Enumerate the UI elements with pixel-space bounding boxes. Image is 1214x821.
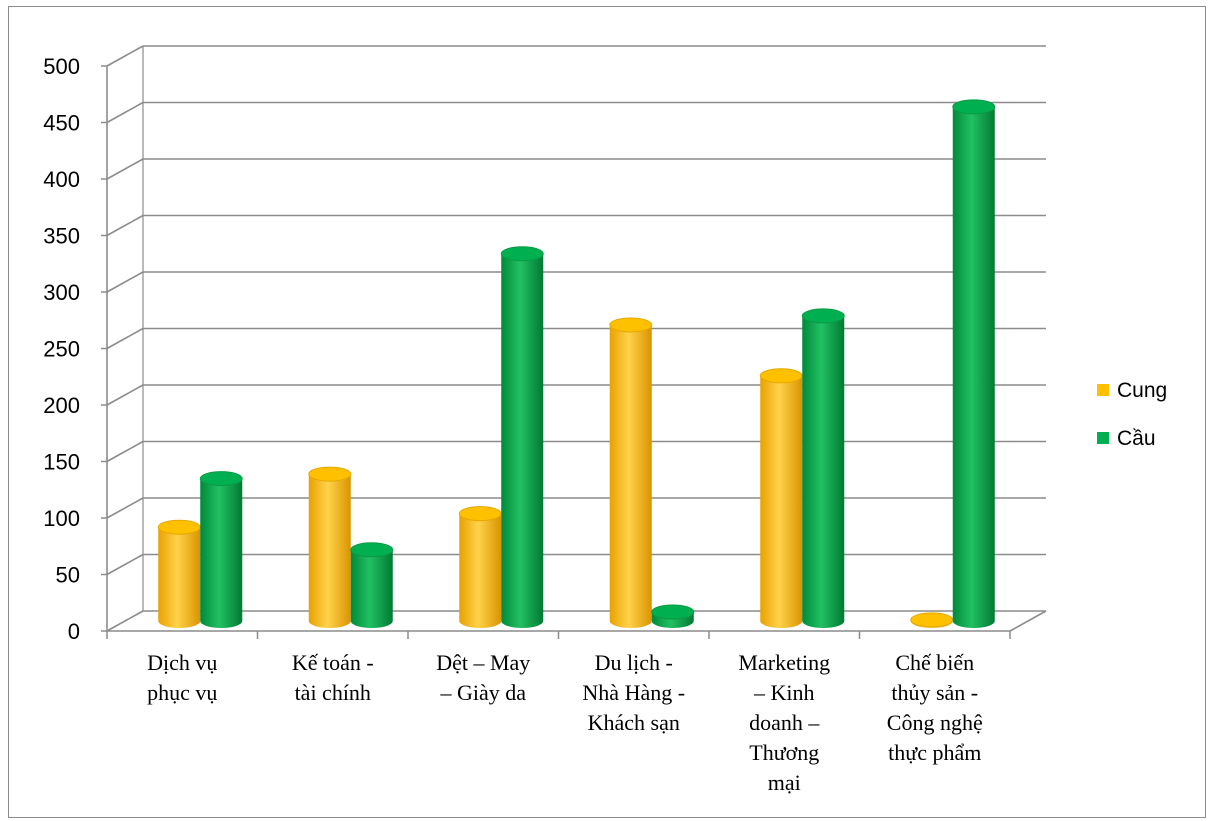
bar-top (458, 506, 502, 522)
y-tick-label: 400 (43, 167, 80, 192)
bar-body (350, 549, 393, 628)
chart-frame (8, 6, 1206, 818)
bar (157, 519, 201, 628)
gridline-side (106, 553, 144, 576)
x-tick-label: Kế toán -tài chính (292, 650, 374, 705)
floor-edge (1009, 610, 1047, 632)
x-tick-label: Dệt – May – Giày da (436, 650, 530, 705)
gridline-side (106, 45, 144, 67)
bar-top (500, 246, 544, 262)
y-tick-label: 50 (56, 563, 80, 588)
bar (801, 308, 845, 628)
bar-body (158, 527, 201, 628)
legend-swatch (1097, 384, 1109, 396)
bar (910, 612, 954, 628)
gridline-side (106, 214, 144, 237)
legend-label: Cung (1117, 379, 1167, 402)
bar-body (459, 513, 502, 628)
bar (458, 506, 502, 628)
y-tick-label: 100 (43, 506, 80, 531)
y-tick-label: 250 (43, 337, 80, 362)
y-tick-label: 0 (68, 619, 80, 644)
bar-body (952, 106, 995, 629)
gridline-side (106, 440, 144, 463)
y-tick-label: 350 (43, 224, 80, 249)
bar-top (952, 99, 996, 115)
bar-top (910, 612, 954, 628)
legend-swatch (1097, 432, 1109, 444)
bar (952, 99, 996, 629)
bar-body (802, 315, 845, 628)
bar-body (308, 474, 351, 628)
bar (199, 471, 243, 628)
bar-top (759, 368, 803, 384)
bar-top (651, 604, 695, 620)
bar-body (200, 478, 243, 628)
bar (609, 317, 653, 628)
y-tick-label: 200 (43, 393, 80, 418)
bar-top (801, 308, 845, 324)
bar (500, 246, 544, 628)
gridline-side (106, 497, 144, 519)
y-tick-label: 500 (43, 54, 80, 79)
gridline-side (106, 327, 144, 350)
gridline-side (106, 271, 144, 293)
gridline-side (106, 158, 144, 180)
y-tick-label: 450 (43, 111, 80, 136)
gridline-side (106, 384, 144, 406)
gridline-side (106, 101, 144, 124)
bar (651, 604, 695, 628)
x-tick-label: Marketing – Kinh doanh – Thương mại (738, 650, 830, 795)
bar-body (501, 253, 544, 628)
bar (759, 368, 803, 628)
bar-body (760, 375, 803, 628)
y-tick-label: 150 (43, 450, 80, 475)
bar (350, 542, 394, 628)
bar-body (609, 324, 652, 628)
bar-top (199, 471, 243, 487)
bar-top (157, 519, 201, 535)
bar-top (609, 317, 653, 333)
y-tick-label: 300 (43, 280, 80, 305)
x-tick-label: Dịch vụ phục vụ (147, 650, 217, 705)
gridline-side (106, 610, 144, 632)
bar (308, 466, 352, 628)
legend-label: Cầu (1117, 427, 1156, 450)
bar-top (308, 466, 352, 482)
bar-top (350, 542, 394, 558)
x-tick-label: Du lịch -Nhà Hàng -Khách sạn (582, 650, 685, 735)
x-tick-label: Chế biến thủy sản -Công nghệ thực phẩm (887, 650, 983, 765)
